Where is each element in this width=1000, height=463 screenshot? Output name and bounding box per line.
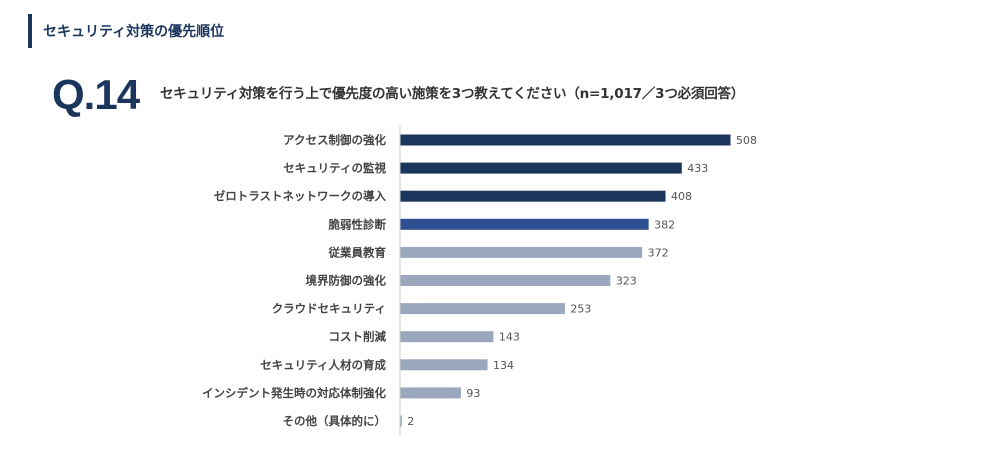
category-label: アクセス制御の強化 (283, 133, 386, 147)
category-label: セキュリティの監視 (283, 161, 386, 175)
bar (400, 162, 682, 174)
bar (400, 190, 666, 202)
bar (400, 387, 461, 399)
data-label: 143 (499, 331, 520, 344)
data-label: 2 (407, 415, 414, 428)
question-text: セキュリティ対策を行う上で優先度の高い施策を3つ教えてください（n=1,017／… (160, 86, 745, 102)
category-label: その他（具体的に） (283, 414, 387, 428)
section-title: セキュリティ対策の優先順位 (43, 24, 225, 40)
category-label: 脆弱性診断 (328, 217, 387, 231)
bar (400, 415, 402, 427)
question-number: Q.14 (52, 71, 140, 118)
category-label: セキュリティ人材の育成 (260, 358, 386, 372)
data-label: 408 (671, 190, 692, 203)
data-label: 93 (466, 387, 480, 400)
bar (400, 331, 494, 343)
category-label: 境界防御の強化 (306, 274, 387, 288)
category-label: クラウドセキュリティ (272, 302, 386, 316)
section-header: セキュリティ対策の優先順位 (28, 14, 224, 48)
bar (400, 134, 731, 146)
data-label: 508 (736, 134, 757, 147)
category-label: ゼロトラストネットワークの導入 (214, 189, 387, 203)
bar (400, 275, 611, 286)
data-label: 433 (687, 162, 708, 175)
data-label: 253 (570, 303, 591, 316)
category-label: インシデント発生時の対応体制強化 (202, 386, 386, 400)
category-label: 従業員教育 (328, 245, 387, 259)
data-label: 372 (648, 246, 669, 259)
category-label: コスト削減 (329, 330, 387, 344)
bar (400, 246, 643, 258)
bar (400, 218, 649, 230)
data-label: 134 (493, 359, 514, 372)
data-label: 323 (616, 275, 637, 288)
bar (400, 359, 488, 371)
data-label: 382 (654, 218, 675, 231)
bar (400, 303, 565, 315)
chart-marks: アクセス制御の強化 508 セキュリティの監視 433 ゼロトラストネットワークの導入 4… (202, 125, 757, 436)
